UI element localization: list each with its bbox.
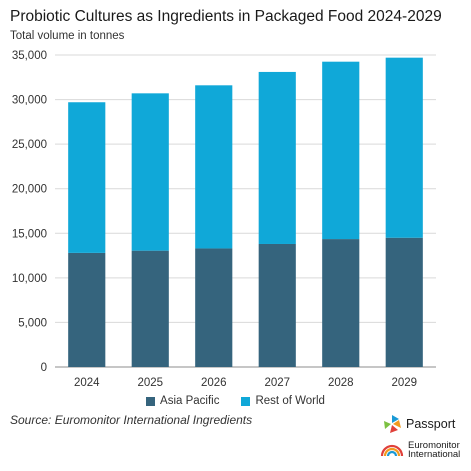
y-tick-label: 5,000 bbox=[18, 317, 47, 329]
bar-rest-of-world-2028 bbox=[322, 61, 360, 240]
x-tick-label: 2027 bbox=[264, 377, 290, 389]
legend-item-rest-of-world: Rest of World bbox=[241, 395, 325, 407]
x-tick-label: 2028 bbox=[328, 377, 354, 389]
y-tick-label: 0 bbox=[41, 362, 47, 374]
bar-rest-of-world-2025 bbox=[131, 93, 169, 251]
y-tick-label: 10,000 bbox=[12, 273, 47, 285]
x-tick-label: 2024 bbox=[74, 377, 100, 389]
chart-title: Probiotic Cultures as Ingredients in Pac… bbox=[10, 8, 442, 25]
passport-logo-icon bbox=[384, 415, 401, 433]
bar-rest-of-world-2026 bbox=[195, 85, 233, 249]
euromonitor-logo-icon bbox=[380, 444, 404, 457]
passport-logo-text: Passport bbox=[406, 417, 456, 431]
chart-subtitle: Total volume in tonnes bbox=[10, 30, 125, 42]
legend-swatch-rest-of-world bbox=[241, 396, 251, 406]
bar-asia-pacific-2028 bbox=[322, 239, 360, 367]
bar-asia-pacific-2024 bbox=[68, 252, 106, 367]
passport-logo: Passport bbox=[382, 414, 455, 434]
bar-rest-of-world-2024 bbox=[68, 102, 106, 253]
y-tick-label: 20,000 bbox=[12, 184, 47, 196]
euromonitor-logo: Euromonitor International bbox=[380, 440, 460, 460]
bar-asia-pacific-2027 bbox=[258, 243, 296, 367]
bar-rest-of-world-2027 bbox=[258, 71, 296, 244]
chart-legend: Asia Pacific Rest of World bbox=[0, 395, 471, 407]
y-tick-label: 30,000 bbox=[12, 95, 47, 107]
legend-label-asia-pacific: Asia Pacific bbox=[160, 395, 220, 407]
x-tick-label: 2029 bbox=[391, 377, 417, 389]
bar-asia-pacific-2025 bbox=[131, 250, 169, 367]
euromonitor-logo-line2: International bbox=[408, 449, 461, 460]
legend-swatch-asia-pacific bbox=[146, 396, 156, 406]
y-tick-label: 25,000 bbox=[12, 139, 47, 151]
legend-item-asia-pacific: Asia Pacific bbox=[146, 395, 219, 407]
source-note: Source: Euromonitor International Ingred… bbox=[10, 413, 253, 427]
bar-asia-pacific-2029 bbox=[385, 237, 423, 367]
x-tick-label: 2026 bbox=[201, 377, 227, 389]
bar-rest-of-world-2029 bbox=[385, 57, 423, 238]
y-tick-label: 35,000 bbox=[12, 50, 47, 62]
euromonitor-logo-line1: Euromonitor bbox=[408, 439, 460, 451]
x-tick-label: 2025 bbox=[137, 377, 163, 389]
legend-label-rest-of-world: Rest of World bbox=[255, 395, 325, 407]
bar-asia-pacific-2026 bbox=[195, 248, 233, 367]
y-tick-label: 15,000 bbox=[12, 228, 47, 240]
